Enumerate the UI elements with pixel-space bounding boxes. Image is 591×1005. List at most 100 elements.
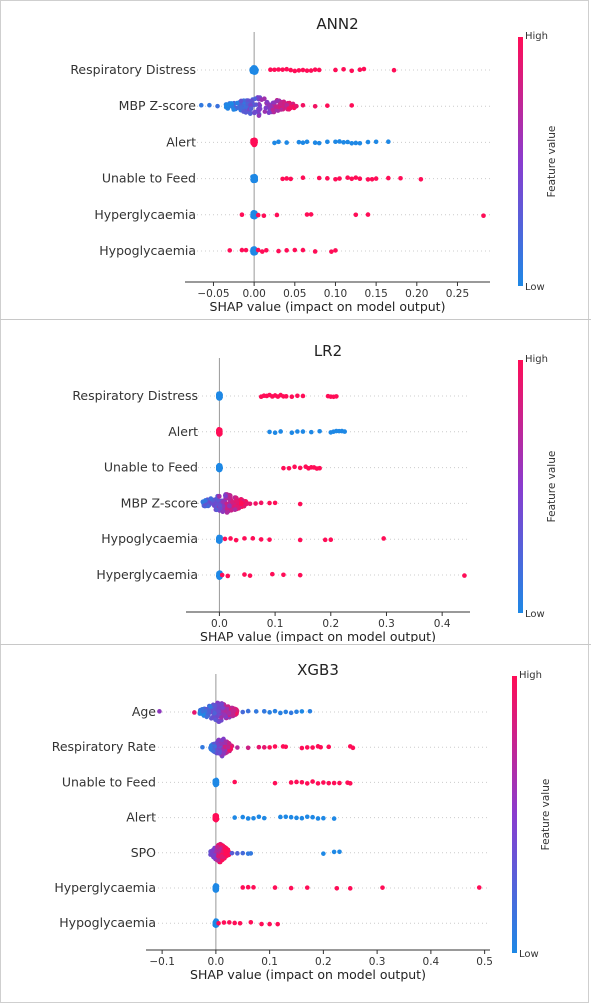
shap-dot	[231, 107, 236, 112]
shap-dot	[334, 394, 339, 399]
shap-dot	[242, 536, 247, 541]
x-axis-label: SHAP value (impact on model output)	[200, 629, 436, 642]
shap-dot	[283, 394, 289, 399]
feature-label: MBP Z-score	[119, 98, 197, 113]
shap-dot	[215, 103, 220, 109]
shap-dot	[353, 140, 359, 146]
chart-title: XGB3	[297, 661, 339, 679]
shap-dot	[300, 175, 306, 181]
x-tick-label: 0.1	[261, 956, 278, 968]
shap-dot	[262, 109, 268, 114]
shap-dot	[212, 702, 217, 708]
shap-dot	[251, 210, 257, 216]
shap-dot	[261, 213, 267, 219]
shap-dot	[223, 493, 228, 499]
shap-dot	[207, 704, 213, 709]
shap-dot	[304, 212, 310, 217]
x-tick-label: 0.1	[267, 618, 284, 630]
shap-dot	[307, 708, 313, 714]
shap-dot	[321, 780, 326, 785]
shap-dot	[225, 744, 231, 750]
shap-dot	[243, 247, 249, 253]
colorbar-low-label: Low	[525, 609, 545, 620]
shap-dot	[227, 920, 232, 925]
x-tick-label: 0.5	[476, 956, 493, 968]
shap-dot	[276, 139, 281, 145]
shap-dot	[255, 212, 261, 218]
shap-dot	[228, 508, 234, 513]
shap-dot	[349, 140, 355, 146]
shap-dot	[317, 465, 322, 471]
feature-label: Hyperglycaemia	[96, 567, 198, 582]
shap-dot	[251, 178, 257, 184]
shap-dot	[297, 572, 303, 578]
shap-dot	[237, 920, 243, 926]
feature-label: Respiratory Rate	[52, 739, 157, 754]
shap-dot	[369, 176, 375, 182]
shap-dot	[337, 176, 342, 181]
shap-dot	[321, 815, 326, 821]
shap-dot	[219, 854, 224, 859]
feature-label: Alert	[126, 810, 156, 825]
shap-dot	[288, 885, 294, 891]
shap-dot	[238, 500, 244, 506]
shap-dot	[299, 745, 305, 751]
feature-label: Unable to Feed	[62, 774, 156, 789]
shap-dot	[284, 176, 289, 181]
shap-dot	[373, 176, 379, 181]
shap-dot	[225, 573, 231, 579]
feature-label: Unable to Feed	[104, 460, 198, 475]
shap-dot	[245, 708, 251, 714]
shap-dot	[373, 139, 379, 145]
shap-dot	[386, 139, 391, 144]
shap-dot	[238, 98, 244, 104]
shap-dot	[347, 781, 353, 786]
shap-dot	[212, 710, 217, 716]
shap-dot	[240, 850, 246, 856]
shap-dot	[212, 816, 218, 821]
shap-dot	[259, 97, 264, 102]
shap-dot	[274, 212, 280, 218]
shap-dot	[294, 709, 299, 715]
shap-dot	[216, 463, 222, 469]
shap-dot	[326, 780, 332, 786]
feature-label: MBP Z-score	[121, 495, 199, 510]
colorbar-label: Feature value	[540, 779, 552, 851]
chart-xgb3: XGB3 Age Respiratory Rate Unable to Feed Ale…	[52, 661, 552, 982]
shap-dot	[200, 499, 206, 504]
shap-dot	[280, 176, 285, 182]
shap-dot	[232, 507, 238, 512]
shap-dot	[235, 851, 240, 856]
feature-label: Unable to Feed	[102, 171, 196, 186]
shap-dot	[214, 844, 220, 850]
shap-dot	[304, 885, 310, 890]
shap-dot	[398, 175, 403, 181]
shap-dot	[321, 851, 326, 856]
shap-dot	[259, 249, 265, 254]
shap-dot	[232, 815, 237, 820]
shap-dot	[391, 67, 397, 73]
shap-dot	[308, 429, 314, 435]
x-tick-label: −0.05	[197, 288, 229, 300]
shap-dot	[299, 815, 305, 821]
shap-dot	[294, 779, 299, 785]
shap-dot	[325, 176, 330, 181]
shap-dot	[310, 814, 315, 820]
colorbar-low-label: Low	[519, 949, 539, 960]
shap-dot	[365, 212, 371, 217]
shap-dot	[278, 101, 283, 107]
shap-dot	[317, 428, 322, 434]
shap-dot	[312, 249, 318, 254]
shap-dot	[333, 139, 338, 145]
shap-dot	[337, 780, 342, 786]
shap-dot	[365, 139, 371, 145]
shap-dot	[272, 67, 277, 73]
shap-dot	[245, 884, 251, 890]
x-tick-label: 0.4	[423, 956, 440, 968]
shap-dot	[325, 103, 330, 108]
shap-dot	[342, 429, 348, 434]
shap-dot	[224, 510, 230, 515]
shap-dot	[315, 816, 321, 821]
shap-dot	[250, 536, 256, 541]
shap-dot	[272, 744, 278, 749]
